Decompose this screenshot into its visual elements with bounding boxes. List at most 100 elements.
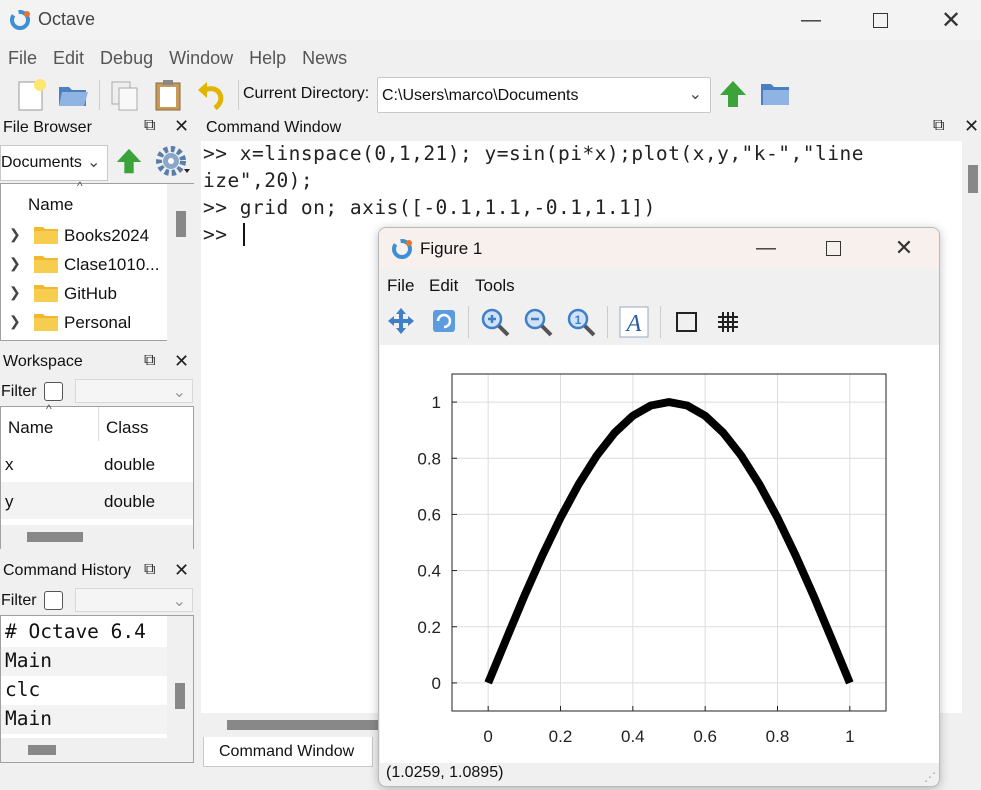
close-icon[interactable]: ✕ bbox=[174, 351, 190, 371]
column-header-name[interactable]: Name bbox=[28, 195, 74, 214]
tab-command-window[interactable]: Command Window bbox=[203, 737, 373, 767]
table-row[interactable]: x double bbox=[1, 445, 193, 482]
maximize-button[interactable] bbox=[860, 4, 900, 36]
horizontal-scrollbar[interactable] bbox=[1, 525, 193, 549]
y-tick-label: 0.4 bbox=[417, 562, 441, 581]
zoom-out-icon[interactable] bbox=[522, 306, 554, 338]
chevron-right-icon[interactable]: ❯ bbox=[9, 226, 21, 242]
close-button[interactable]: ✕ bbox=[884, 232, 924, 264]
paste-icon[interactable] bbox=[151, 78, 185, 112]
chevron-right-icon[interactable]: ❯ bbox=[9, 313, 21, 329]
scrollbar-thumb[interactable] bbox=[968, 165, 978, 193]
x-tick-label: 0 bbox=[483, 727, 492, 746]
vertical-scrollbar[interactable] bbox=[167, 184, 194, 341]
plot-area[interactable]: 0 0.2 0.4 0.6 0.8 1 0 0.2 0.4 0.6 0.8 1 bbox=[380, 345, 940, 763]
chevron-right-icon[interactable]: ❯ bbox=[9, 255, 21, 271]
workspace-filter-checkbox[interactable] bbox=[44, 382, 63, 401]
list-item[interactable]: ❯ Personal bbox=[1, 308, 167, 337]
menu-debug[interactable]: Debug bbox=[100, 48, 154, 68]
history-item-text: Main bbox=[5, 649, 52, 672]
command-prompt: >> bbox=[203, 223, 240, 246]
history-item[interactable]: # Octave 6.4 bbox=[1, 618, 167, 647]
insert-text-icon[interactable]: A bbox=[619, 306, 649, 338]
axes-box-icon[interactable] bbox=[676, 312, 697, 332]
figure-menu-file[interactable]: File bbox=[387, 276, 415, 295]
scrollbar-thumb[interactable] bbox=[227, 720, 387, 730]
history-item[interactable]: Main bbox=[1, 647, 167, 676]
close-icon[interactable]: ✕ bbox=[964, 116, 980, 136]
file-browser-location-select[interactable]: Documents ⌄ bbox=[0, 145, 108, 181]
chevron-down-icon: ⌄ bbox=[172, 384, 186, 401]
minimize-button[interactable]: — bbox=[746, 232, 786, 264]
browse-folder-icon[interactable] bbox=[759, 79, 792, 109]
scrollbar-thumb[interactable] bbox=[28, 745, 56, 755]
current-directory-select[interactable]: C:\Users\marco\Documents ⌄ bbox=[377, 77, 711, 113]
close-button[interactable]: ✕ bbox=[931, 4, 971, 36]
resize-grip-icon[interactable]: ⋰ bbox=[924, 770, 936, 784]
history-item[interactable]: Main bbox=[1, 705, 167, 734]
list-item[interactable]: ❯ Books2024 bbox=[1, 221, 167, 250]
menu-bar: File Edit Debug Window Help News bbox=[0, 44, 355, 72]
figure-canvas[interactable]: 0 0.2 0.4 0.6 0.8 1 0 0.2 0.4 0.6 0.8 1 bbox=[380, 345, 940, 763]
folder-icon bbox=[34, 314, 58, 331]
series-line bbox=[484, 398, 854, 685]
variable-name: y bbox=[5, 492, 14, 511]
octave-logo-icon bbox=[10, 10, 30, 30]
open-folder-icon[interactable] bbox=[56, 78, 90, 112]
chevron-right-icon[interactable]: ❯ bbox=[9, 284, 21, 300]
sort-indicator-icon: ^ bbox=[77, 179, 83, 193]
menu-file[interactable]: File bbox=[8, 48, 38, 68]
table-row[interactable]: y double bbox=[1, 482, 193, 519]
menu-edit[interactable]: Edit bbox=[53, 48, 85, 68]
undock-icon[interactable]: ⧉ bbox=[933, 117, 945, 134]
grid-icon[interactable] bbox=[717, 311, 739, 333]
history-filter-checkbox[interactable] bbox=[44, 591, 63, 610]
undock-icon[interactable]: ⧉ bbox=[144, 561, 156, 578]
y-tick-label: 0.2 bbox=[417, 618, 441, 637]
history-filter-input[interactable]: ⌄ bbox=[75, 588, 193, 612]
gear-icon[interactable] bbox=[153, 143, 191, 179]
vertical-scrollbar[interactable] bbox=[962, 141, 981, 713]
menu-help[interactable]: Help bbox=[249, 48, 287, 68]
y-tick-label: 0.8 bbox=[417, 449, 441, 468]
scrollbar-thumb[interactable] bbox=[175, 683, 185, 709]
list-item[interactable]: ❯ GitHub bbox=[1, 279, 167, 308]
menu-window[interactable]: Window bbox=[169, 48, 234, 68]
undo-icon[interactable] bbox=[195, 78, 229, 112]
undock-icon[interactable]: ⧉ bbox=[144, 352, 156, 369]
folder-icon bbox=[34, 227, 58, 244]
close-icon[interactable]: ✕ bbox=[174, 116, 190, 136]
horizontal-scrollbar[interactable] bbox=[1, 738, 193, 762]
file-browser-panel: ^ Name ❯ Books2024 ❯ Clase1010... ❯ GitH… bbox=[0, 179, 194, 341]
command-history-panel: # Octave 6.4 Main clc Main bbox=[0, 615, 194, 763]
file-browser-location-value: Documents bbox=[1, 154, 82, 171]
maximize-button[interactable] bbox=[813, 232, 853, 264]
history-filter-label: Filter bbox=[1, 592, 37, 609]
scrollbar-thumb[interactable] bbox=[27, 532, 83, 542]
copy-icon[interactable] bbox=[108, 78, 142, 112]
scrollbar-thumb[interactable] bbox=[176, 211, 186, 237]
undock-icon[interactable]: ⧉ bbox=[144, 117, 156, 134]
workspace-filter-input[interactable]: ⌄ bbox=[75, 379, 193, 403]
minimize-button[interactable]: — bbox=[791, 4, 831, 36]
figure-menu-edit[interactable]: Edit bbox=[429, 276, 459, 295]
list-item[interactable]: ❯ Clase1010... bbox=[1, 250, 167, 279]
rotate-icon[interactable] bbox=[429, 306, 459, 336]
zoom-in-icon[interactable] bbox=[479, 306, 511, 338]
column-header-name[interactable]: Name bbox=[8, 418, 54, 437]
variable-name: x bbox=[5, 455, 14, 474]
list-item-label: Books2024 bbox=[64, 226, 150, 245]
close-icon[interactable]: ✕ bbox=[174, 560, 190, 580]
column-header-class[interactable]: Class bbox=[106, 418, 149, 437]
vertical-scrollbar[interactable] bbox=[167, 616, 193, 738]
pan-icon[interactable] bbox=[386, 306, 416, 336]
close-icon: ✕ bbox=[894, 235, 914, 260]
history-item[interactable]: clc bbox=[1, 676, 167, 705]
menu-news[interactable]: News bbox=[302, 48, 348, 68]
parent-directory-icon[interactable] bbox=[114, 146, 144, 176]
folder-icon bbox=[34, 285, 58, 302]
zoom-reset-icon[interactable]: 1 bbox=[565, 306, 597, 338]
figure-menu-tools[interactable]: Tools bbox=[475, 276, 515, 295]
parent-directory-icon[interactable] bbox=[717, 78, 749, 110]
new-script-icon[interactable] bbox=[14, 78, 48, 112]
